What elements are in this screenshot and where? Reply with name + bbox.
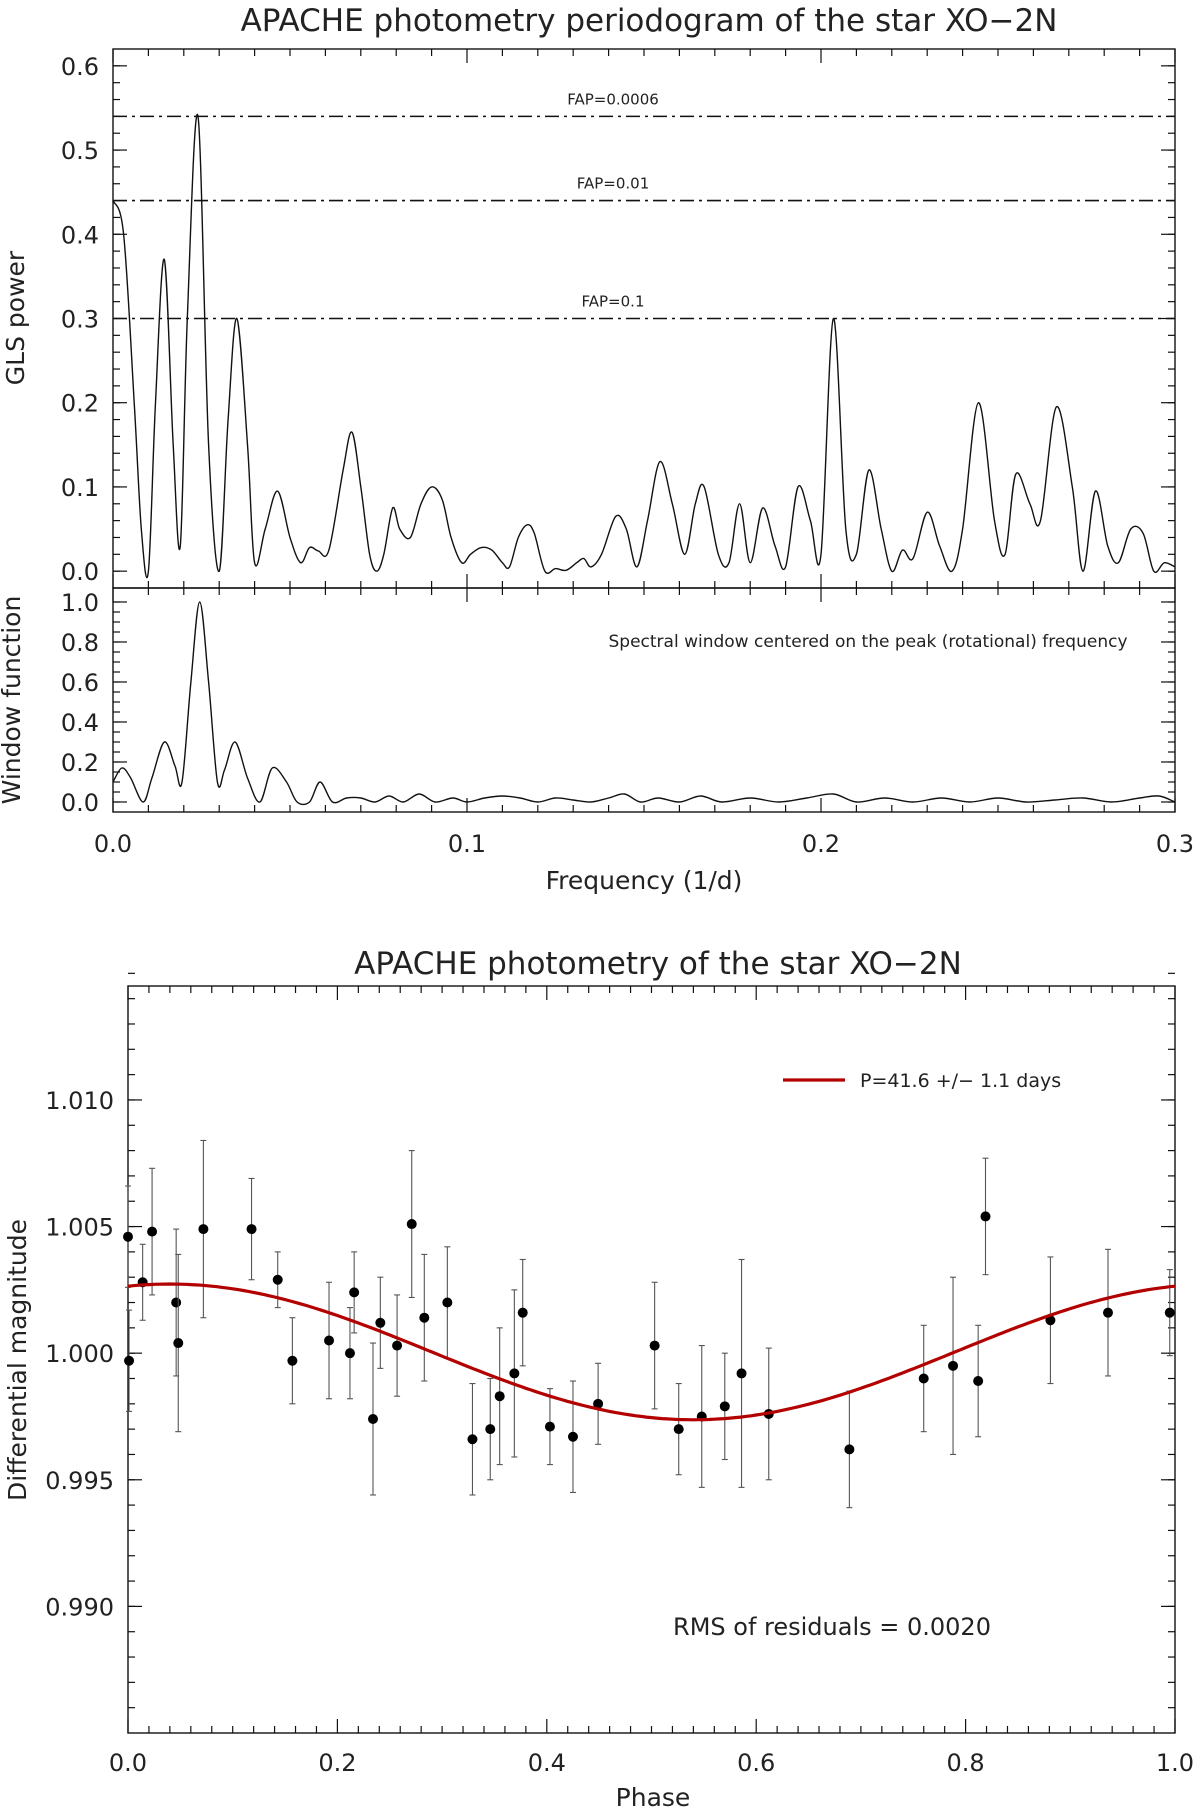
phase-chart: APACHE photometry of the star XO−2N 0.99… [3, 946, 1194, 1810]
gls-power-curve [112, 113, 1176, 579]
fap-levels: FAP=0.0006 FAP=0.01 FAP=0.1 [113, 90, 1175, 320]
gls-ytick-label: 0.6 [61, 53, 99, 81]
gls-ytick-label: 0.5 [61, 137, 99, 165]
frequency-x-axis: 0.0 0.1 0.2 0.3 [94, 588, 1194, 858]
window-ytick-label: 0.0 [61, 789, 99, 817]
window-ytick-label: 0.6 [61, 669, 99, 697]
data-point [980, 1211, 991, 1222]
data-point [973, 1376, 984, 1387]
gls-ytick-label: 0.3 [61, 306, 99, 334]
data-point [198, 1224, 209, 1235]
phase-tick-label: 0.2 [318, 1749, 356, 1777]
data-point [287, 1355, 298, 1366]
gls-ytick-label: 0.1 [61, 474, 99, 502]
data-point [517, 1307, 528, 1318]
phase-chart-title: APACHE photometry of the star XO−2N [354, 946, 962, 982]
data-point [567, 1431, 578, 1442]
data-point [485, 1424, 496, 1435]
window-function-frame [112, 587, 1176, 813]
window-ytick-label: 0.8 [61, 629, 99, 657]
phase-chart-frame [127, 985, 1176, 1734]
data-point [719, 1401, 730, 1412]
magnitude-tick-label: 0.990 [45, 1593, 114, 1621]
gls-y-axis-label: GLS power [1, 250, 30, 385]
data-point [173, 1338, 184, 1349]
data-point [406, 1219, 417, 1230]
data-point [367, 1414, 378, 1425]
data-point [509, 1368, 520, 1379]
window-function-curve [112, 601, 1176, 806]
gls-ytick-label: 0.4 [61, 221, 99, 249]
window-ytick-label: 0.2 [61, 749, 99, 777]
magnitude-tick-label: 1.010 [45, 1087, 114, 1115]
frequency-tick-label: 0.2 [802, 830, 840, 858]
magnitude-y-axis: 0.990 0.995 1.000 1.005 1.010 [45, 972, 1175, 1709]
sinusoid-fit-curve [127, 1282, 1176, 1422]
legend-label: P=41.6 +/− 1.1 days [860, 1070, 1061, 1092]
magnitude-tick-label: 1.000 [45, 1340, 114, 1368]
data-point [392, 1340, 403, 1351]
magnitude-y-axis-label: Differential magnitude [3, 1219, 32, 1501]
data-point [344, 1348, 355, 1359]
fap-label-001: FAP=0.01 [577, 175, 650, 193]
data-point [324, 1335, 335, 1346]
photometry-points [123, 1139, 1175, 1509]
phase-tick-label: 0.6 [737, 1749, 775, 1777]
data-point [948, 1360, 959, 1371]
phase-x-axis: 0.0 0.2 0.4 0.6 0.8 1.0 [109, 986, 1194, 1777]
data-point [123, 1231, 133, 1242]
phase-tick-label: 0.0 [109, 1749, 147, 1777]
data-point [918, 1373, 929, 1384]
frequency-axis-label: Frequency (1/d) [546, 866, 743, 895]
fap-label-01: FAP=0.1 [582, 293, 645, 311]
phase-axis-label: Phase [616, 1783, 691, 1810]
magnitude-tick-label: 1.005 [45, 1214, 114, 1242]
window-ytick-label: 1.0 [61, 589, 99, 617]
phase-tick-label: 0.4 [528, 1749, 566, 1777]
data-point [1164, 1307, 1175, 1318]
frequency-tick-label: 0.3 [1156, 830, 1194, 858]
data-point [442, 1297, 453, 1308]
data-point [736, 1368, 747, 1379]
gls-y-axis: 0.0 0.1 0.2 0.3 0.4 0.5 0.6 [61, 49, 1176, 588]
data-point [544, 1421, 555, 1432]
periodogram-chart: APACHE photometry periodogram of the sta… [1, 3, 1176, 589]
frequency-tick-label: 0.1 [448, 830, 486, 858]
data-point [349, 1287, 360, 1298]
window-y-axis: 0.0 0.2 0.4 0.6 0.8 1.0 [61, 589, 1175, 817]
data-point [419, 1312, 430, 1323]
data-point [147, 1226, 158, 1237]
data-point [467, 1434, 478, 1445]
window-function-chart: 0.0 0.2 0.4 0.6 0.8 1.0 0.0 0.1 0.2 0.3 Window f… [0, 587, 1194, 895]
data-point [844, 1444, 855, 1455]
phase-tick-label: 0.8 [947, 1749, 985, 1777]
gls-ytick-label: 0.0 [61, 558, 99, 586]
data-point [246, 1224, 257, 1235]
phase-tick-label: 1.0 [1156, 1749, 1194, 1777]
data-point [593, 1398, 604, 1409]
gls-ytick-label: 0.2 [61, 390, 99, 418]
data-point [1045, 1315, 1056, 1326]
frequency-tick-label: 0.0 [94, 830, 132, 858]
data-point [1102, 1307, 1113, 1318]
periodogram-title: APACHE photometry periodogram of the sta… [241, 3, 1058, 39]
rms-annotation: RMS of residuals = 0.0020 [673, 1613, 991, 1641]
window-y-axis-label: Window function [0, 596, 26, 805]
data-point [171, 1297, 182, 1308]
window-ytick-label: 0.4 [61, 709, 99, 737]
spectral-window-note: Spectral window centered on the peak (ro… [609, 632, 1128, 652]
fap-label-0006: FAP=0.0006 [567, 90, 659, 108]
data-point [375, 1317, 386, 1328]
data-point [649, 1340, 660, 1351]
data-point [124, 1355, 135, 1366]
data-point [494, 1391, 505, 1402]
data-point [272, 1274, 283, 1285]
data-point [673, 1424, 684, 1435]
magnitude-tick-label: 0.995 [45, 1467, 114, 1495]
